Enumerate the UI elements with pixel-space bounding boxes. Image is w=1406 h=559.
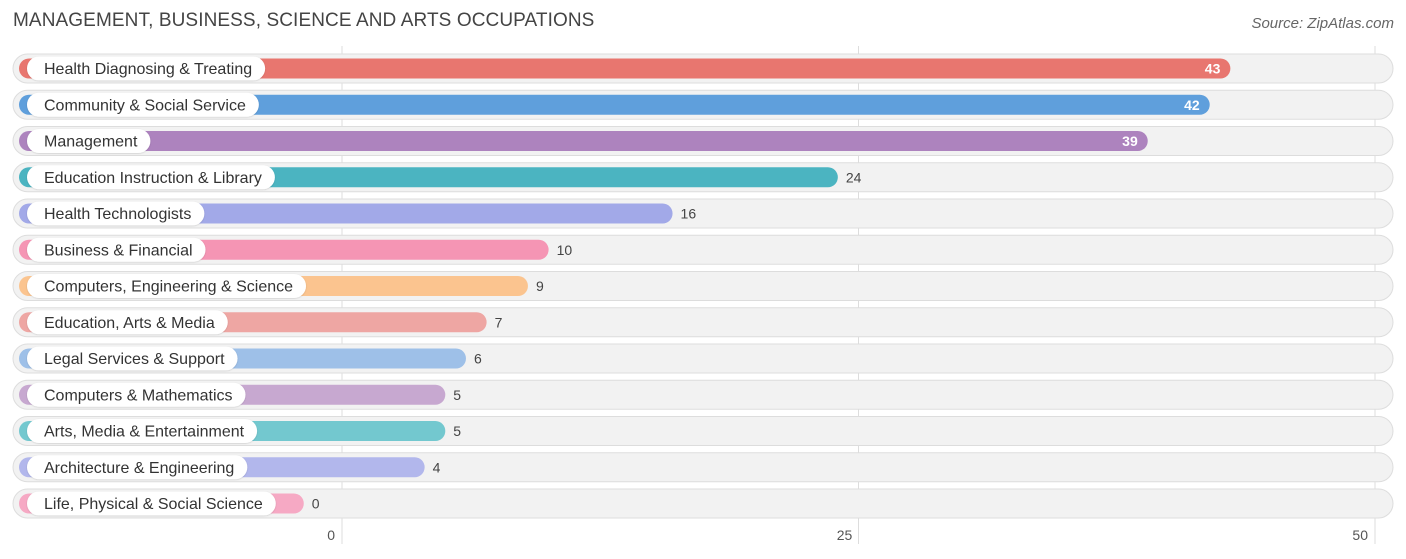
category-label-pill: [27, 346, 238, 371]
bar-row: Life, Physical & Social Science 0: [12, 488, 1394, 519]
category-label-pill: [27, 419, 258, 443]
category-label: Community & Social Service: [44, 97, 246, 114]
x-tick-label: 50: [1352, 527, 1368, 543]
category-label-pill: [27, 491, 276, 516]
x-tick-label: 25: [837, 527, 853, 543]
bar-row: Computers & Mathematics 5: [12, 379, 1394, 410]
category-label: Legal Services & Support: [44, 351, 225, 368]
value-label: 24: [846, 169, 862, 185]
category-label: Arts, Media & Entertainment: [44, 424, 245, 441]
bar-row: Computers, Engineering & Science 9: [12, 271, 1394, 301]
category-label: Education, Arts & Media: [44, 315, 215, 332]
category-label-pill: [27, 455, 248, 480]
bar-row: Health Diagnosing & Treating 43: [12, 53, 1394, 84]
x-tick-label: 0: [327, 527, 335, 543]
bar-row: Business & Financial 10: [12, 234, 1394, 265]
value-label: 10: [557, 242, 573, 258]
bar-row: Education Instruction & Library 24: [12, 162, 1394, 193]
row-track: [12, 488, 1394, 519]
chart-title: MANAGEMENT, BUSINESS, SCIENCE AND ARTS O…: [13, 10, 595, 31]
value-label: 39: [1122, 133, 1138, 149]
category-label: Architecture & Engineering: [44, 460, 234, 477]
value-label: 5: [453, 387, 461, 403]
category-label-pill: [27, 165, 275, 190]
category-label: Education Instruction & Library: [44, 170, 262, 187]
category-label-pill: [27, 129, 151, 153]
value-label: 0: [312, 496, 320, 512]
category-label-pill: [27, 201, 205, 226]
bar-row: Architecture & Engineering 4: [12, 452, 1394, 483]
value-label: 4: [433, 459, 441, 475]
category-label-pill: [27, 274, 307, 298]
bar: [19, 131, 1148, 151]
x-axis-ticks: 0 25 50: [327, 527, 1368, 543]
bar-row: Management 39: [12, 126, 1394, 156]
category-label: Health Diagnosing & Treating: [44, 61, 252, 78]
value-label: 42: [1184, 97, 1200, 113]
value-label: 7: [495, 314, 503, 330]
category-label: Computers & Mathematics: [44, 387, 233, 404]
bar-row: Education, Arts & Media 7: [12, 307, 1394, 338]
source-label: Source: ZipAtlas.com: [1251, 15, 1394, 32]
bar: [19, 94, 1210, 115]
category-label-pill: [27, 237, 206, 262]
value-label: 5: [453, 423, 461, 439]
bar-rows: Health Diagnosing & Treating 43 Community …: [12, 53, 1394, 519]
bar-row: Community & Social Service 42: [12, 89, 1394, 120]
bar-row: Legal Services & Support 6: [12, 343, 1394, 374]
category-label-pill: [27, 56, 266, 81]
bar-row: Arts, Media & Entertainment 5: [12, 416, 1394, 446]
category-label: Management: [44, 134, 138, 151]
value-label: 43: [1205, 61, 1221, 77]
value-label: 16: [681, 206, 697, 222]
bar: [19, 58, 1231, 79]
category-label-pill: [27, 382, 246, 407]
bar-row: Health Technologists 16: [12, 198, 1394, 229]
value-label: 6: [474, 351, 482, 367]
category-label: Business & Financial: [44, 242, 193, 259]
category-label-pill: [27, 310, 228, 335]
category-label: Health Technologists: [44, 206, 191, 223]
category-label: Computers, Engineering & Science: [44, 279, 293, 296]
category-label: Life, Physical & Social Science: [44, 496, 263, 513]
value-label: 9: [536, 278, 544, 294]
category-label-pill: [27, 92, 259, 117]
